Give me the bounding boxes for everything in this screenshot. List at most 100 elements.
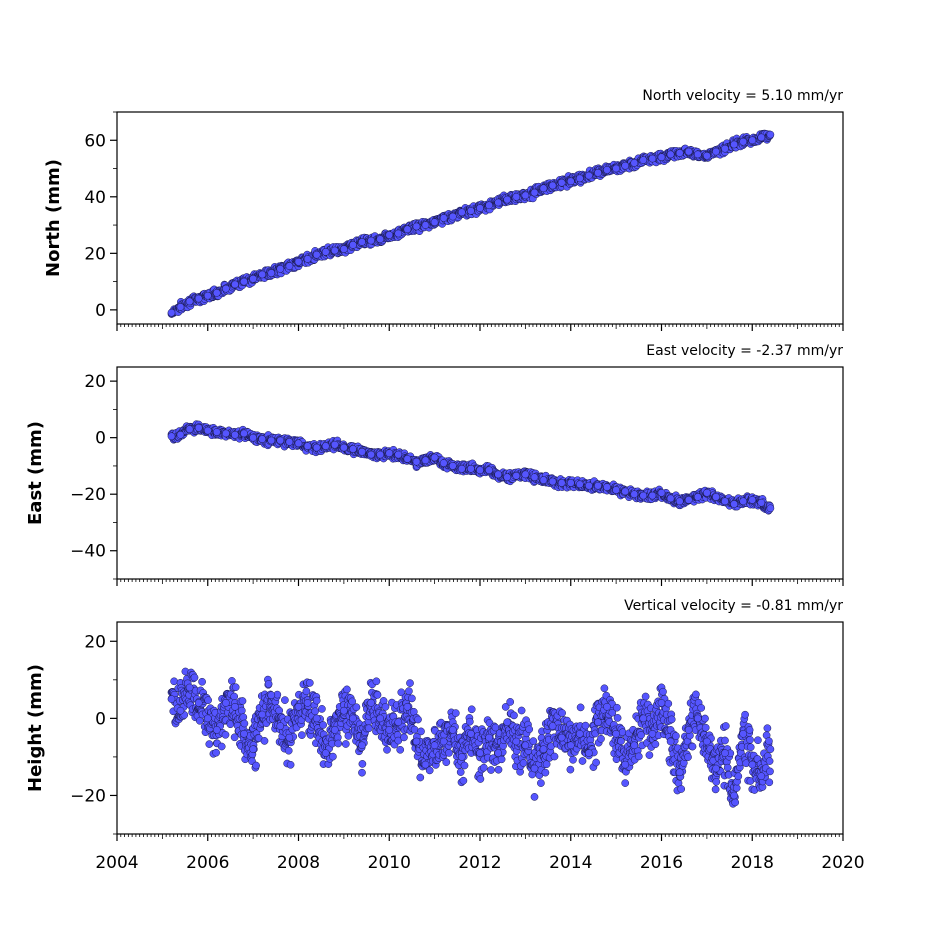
data-point xyxy=(267,436,276,445)
data-point xyxy=(276,265,285,273)
data-point xyxy=(465,717,474,726)
data-point xyxy=(376,450,385,459)
data-point xyxy=(460,761,469,770)
east-velocity-title: East velocity = -2.37 mm/yr xyxy=(646,343,843,359)
data-point xyxy=(639,491,648,500)
data-point xyxy=(476,466,484,475)
data-point xyxy=(657,153,666,162)
data-point xyxy=(205,740,214,748)
data-point xyxy=(340,245,348,253)
data-point xyxy=(238,697,247,705)
data-point xyxy=(364,724,373,733)
data-point xyxy=(566,479,575,487)
data-point xyxy=(503,195,512,204)
data-point xyxy=(367,236,375,245)
data-point xyxy=(566,765,575,774)
data-point xyxy=(730,140,738,149)
data-point xyxy=(519,759,528,767)
data-point xyxy=(603,483,611,491)
data-point xyxy=(334,739,343,748)
data-point xyxy=(575,174,584,183)
data-point xyxy=(600,684,609,693)
data-point xyxy=(506,698,515,706)
north-y-tick-2: 40 xyxy=(84,188,106,208)
data-point xyxy=(284,746,293,755)
data-point xyxy=(194,294,203,303)
data-point xyxy=(666,150,675,159)
data-point xyxy=(203,291,212,300)
data-point xyxy=(597,734,605,743)
data-point xyxy=(358,238,366,246)
data-point xyxy=(212,748,220,757)
data-point xyxy=(657,488,666,497)
data-point xyxy=(430,453,439,462)
data-point xyxy=(286,760,295,769)
data-point xyxy=(281,696,289,704)
data-point xyxy=(703,488,711,497)
data-point xyxy=(503,473,512,482)
data-point xyxy=(381,702,390,711)
data-point xyxy=(594,481,602,490)
data-point xyxy=(512,192,521,201)
data-point xyxy=(303,255,312,263)
data-point xyxy=(367,450,375,459)
data-point xyxy=(530,188,539,197)
data-point xyxy=(467,464,475,473)
data-point xyxy=(194,423,203,432)
data-point xyxy=(442,758,451,767)
data-point xyxy=(312,443,321,452)
data-point xyxy=(476,775,485,783)
data-point xyxy=(358,768,366,777)
data-point xyxy=(330,440,339,449)
data-point xyxy=(385,231,394,239)
data-point xyxy=(530,793,539,801)
data-point xyxy=(467,207,475,215)
data-point xyxy=(230,733,239,742)
data-point xyxy=(456,768,465,776)
data-point xyxy=(494,765,503,774)
data-point xyxy=(517,706,526,715)
data-point xyxy=(249,433,257,442)
data-point xyxy=(414,715,422,724)
data-point xyxy=(585,171,593,180)
data-point xyxy=(485,201,493,210)
data-point xyxy=(294,257,303,266)
data-point xyxy=(305,679,314,687)
data-point xyxy=(204,696,212,705)
data-point xyxy=(457,208,466,217)
data-point xyxy=(566,177,575,186)
data-point xyxy=(639,156,648,164)
data-point xyxy=(684,147,693,156)
data-point xyxy=(264,680,273,688)
north-points xyxy=(167,129,775,318)
north-y-tick-0: 0 xyxy=(95,301,106,321)
data-point xyxy=(521,191,530,200)
data-point xyxy=(185,297,194,306)
data-point xyxy=(252,761,260,770)
data-point xyxy=(417,727,425,736)
data-point xyxy=(403,225,412,234)
data-point xyxy=(748,496,757,504)
data-point xyxy=(739,497,748,506)
data-point xyxy=(231,280,239,289)
data-point xyxy=(185,425,194,434)
data-point xyxy=(557,178,566,187)
data-point xyxy=(343,685,351,694)
data-point xyxy=(739,137,748,146)
data-point xyxy=(712,493,720,501)
data-point xyxy=(212,428,221,436)
data-point xyxy=(412,457,421,466)
data-point xyxy=(190,673,199,682)
data-point xyxy=(176,303,185,311)
data-point xyxy=(321,248,330,256)
data-point xyxy=(416,773,425,782)
data-point xyxy=(258,435,267,443)
north-y-tick-3: 60 xyxy=(84,131,106,151)
data-point xyxy=(240,429,248,438)
data-point xyxy=(641,692,650,701)
data-point xyxy=(203,426,212,435)
data-point xyxy=(394,229,403,238)
data-point xyxy=(237,706,246,715)
data-point xyxy=(494,198,503,207)
data-point xyxy=(576,703,585,712)
